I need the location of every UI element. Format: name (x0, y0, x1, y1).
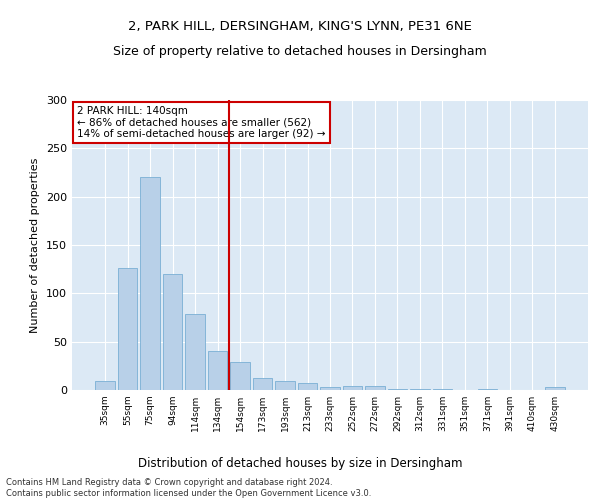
Bar (478, 389, 497, 390)
Bar (118, 268, 137, 390)
Bar (320, 387, 340, 390)
Text: 2, PARK HILL, DERSINGHAM, KING'S LYNN, PE31 6NE: 2, PARK HILL, DERSINGHAM, KING'S LYNN, P… (128, 20, 472, 33)
Bar (343, 386, 362, 390)
Bar (140, 178, 160, 390)
Bar (433, 389, 452, 390)
Text: Contains HM Land Registry data © Crown copyright and database right 2024.
Contai: Contains HM Land Registry data © Crown c… (6, 478, 371, 498)
Bar (365, 386, 385, 390)
Bar (545, 387, 565, 390)
Bar (163, 274, 182, 390)
Bar (230, 362, 250, 390)
Y-axis label: Number of detached properties: Number of detached properties (31, 158, 40, 332)
Text: 2 PARK HILL: 140sqm
← 86% of detached houses are smaller (562)
14% of semi-detac: 2 PARK HILL: 140sqm ← 86% of detached ho… (77, 106, 326, 139)
Bar (388, 389, 407, 390)
Bar (253, 378, 272, 390)
Bar (208, 352, 227, 390)
Text: Distribution of detached houses by size in Dersingham: Distribution of detached houses by size … (138, 458, 462, 470)
Text: Size of property relative to detached houses in Dersingham: Size of property relative to detached ho… (113, 45, 487, 58)
Bar (410, 389, 430, 390)
Bar (185, 314, 205, 390)
Bar (275, 382, 295, 390)
Bar (298, 383, 317, 390)
Bar (95, 382, 115, 390)
